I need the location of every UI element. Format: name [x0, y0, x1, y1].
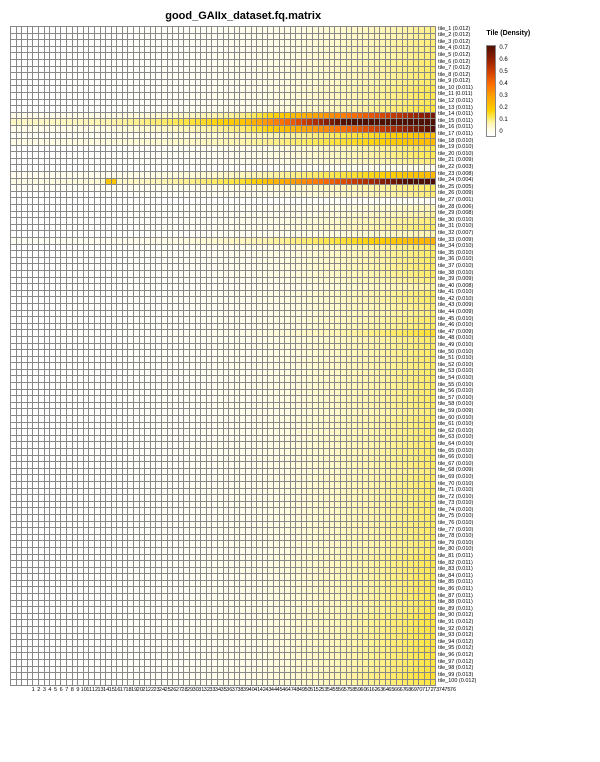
heatmap-cell: [430, 296, 436, 303]
heatmap-cell: [430, 237, 436, 244]
heatmap-cell: [430, 402, 436, 409]
heatmap-cell: [430, 408, 436, 415]
heatmap-cell: [430, 66, 436, 73]
heatmap-cell: [430, 164, 436, 171]
heatmap-cell: [430, 323, 436, 330]
heatmap-cell: [430, 428, 436, 435]
heatmap-cell: [430, 132, 436, 139]
heatmap-cell: [430, 356, 436, 363]
heatmap-cell: [430, 230, 436, 237]
heatmap-cell: [430, 138, 436, 145]
heatmap-cell: [430, 382, 436, 389]
heatmap-cell: [430, 112, 436, 119]
heatmap-cell: [430, 336, 436, 343]
heatmap-cell: [430, 270, 436, 277]
heatmap-cell: [430, 171, 436, 178]
heatmap-cell: [430, 244, 436, 251]
heatmap-cell: [430, 310, 436, 317]
heatmap-cell: [430, 105, 436, 112]
heatmap-cell: [430, 118, 436, 125]
heatmap-cell: [430, 224, 436, 231]
heatmap-cell: [430, 329, 436, 336]
heatmap-cell: [430, 435, 436, 442]
heatmap-cell: [430, 197, 436, 204]
heatmap-cell: [430, 395, 436, 402]
heatmap-cell: [430, 441, 436, 448]
heatmap-cell: [430, 59, 436, 66]
heatmap-cell: [430, 448, 436, 455]
heatmap-cell: [430, 211, 436, 218]
heatmap: [10, 26, 436, 686]
heatmap-cell: [430, 39, 436, 46]
root-container: good_GAIIx_dataset.fq.matrix tile_1 (0.0…: [10, 10, 590, 694]
heatmap-cell: [430, 303, 436, 310]
heatmap-cell: [430, 283, 436, 290]
heatmap-cell: [430, 362, 436, 369]
heatmap-cell: [430, 277, 436, 284]
chart-area: good_GAIIx_dataset.fq.matrix tile_1 (0.0…: [10, 10, 476, 694]
chart-title: good_GAIIx_dataset.fq.matrix: [165, 10, 321, 22]
heatmap-cell: [430, 217, 436, 224]
heatmap-cell: [430, 26, 436, 33]
heatmap-cell: [430, 184, 436, 191]
heatmap-cell: [430, 158, 436, 165]
heatmap-cell: [430, 389, 436, 396]
heatmap-cell: [430, 375, 436, 382]
heatmap-cell: [430, 92, 436, 99]
heatmap-cell: [430, 33, 436, 40]
heatmap-cell: [430, 250, 436, 257]
heatmap-cell: [430, 263, 436, 270]
heatmap-cell: [430, 290, 436, 297]
heatmap-cell: [430, 349, 436, 356]
heatmap-cell: [430, 125, 436, 132]
heatmap-cell: [430, 316, 436, 323]
heatmap-cell: [430, 204, 436, 211]
heatmap-cell: [430, 52, 436, 59]
heatmap-cell: [430, 46, 436, 53]
heatmap-cell: [430, 178, 436, 185]
heatmap-cell: [430, 85, 436, 92]
heatmap-cell: [430, 343, 436, 350]
heatmap-cell: [430, 79, 436, 86]
heatmap-wrap: tile_1 (0.012)tile_2 (0.012)tile_3 (0.01…: [10, 26, 476, 686]
heatmap-cell: [430, 369, 436, 376]
heatmap-cell: [430, 257, 436, 264]
heatmap-cell: [430, 145, 436, 152]
heatmap-cell: [430, 72, 436, 79]
heatmap-cell: [430, 415, 436, 422]
heatmap-cell: [430, 99, 436, 106]
heatmap-cell: [430, 422, 436, 429]
heatmap-cell: [430, 151, 436, 158]
heatmap-cell: [430, 191, 436, 198]
